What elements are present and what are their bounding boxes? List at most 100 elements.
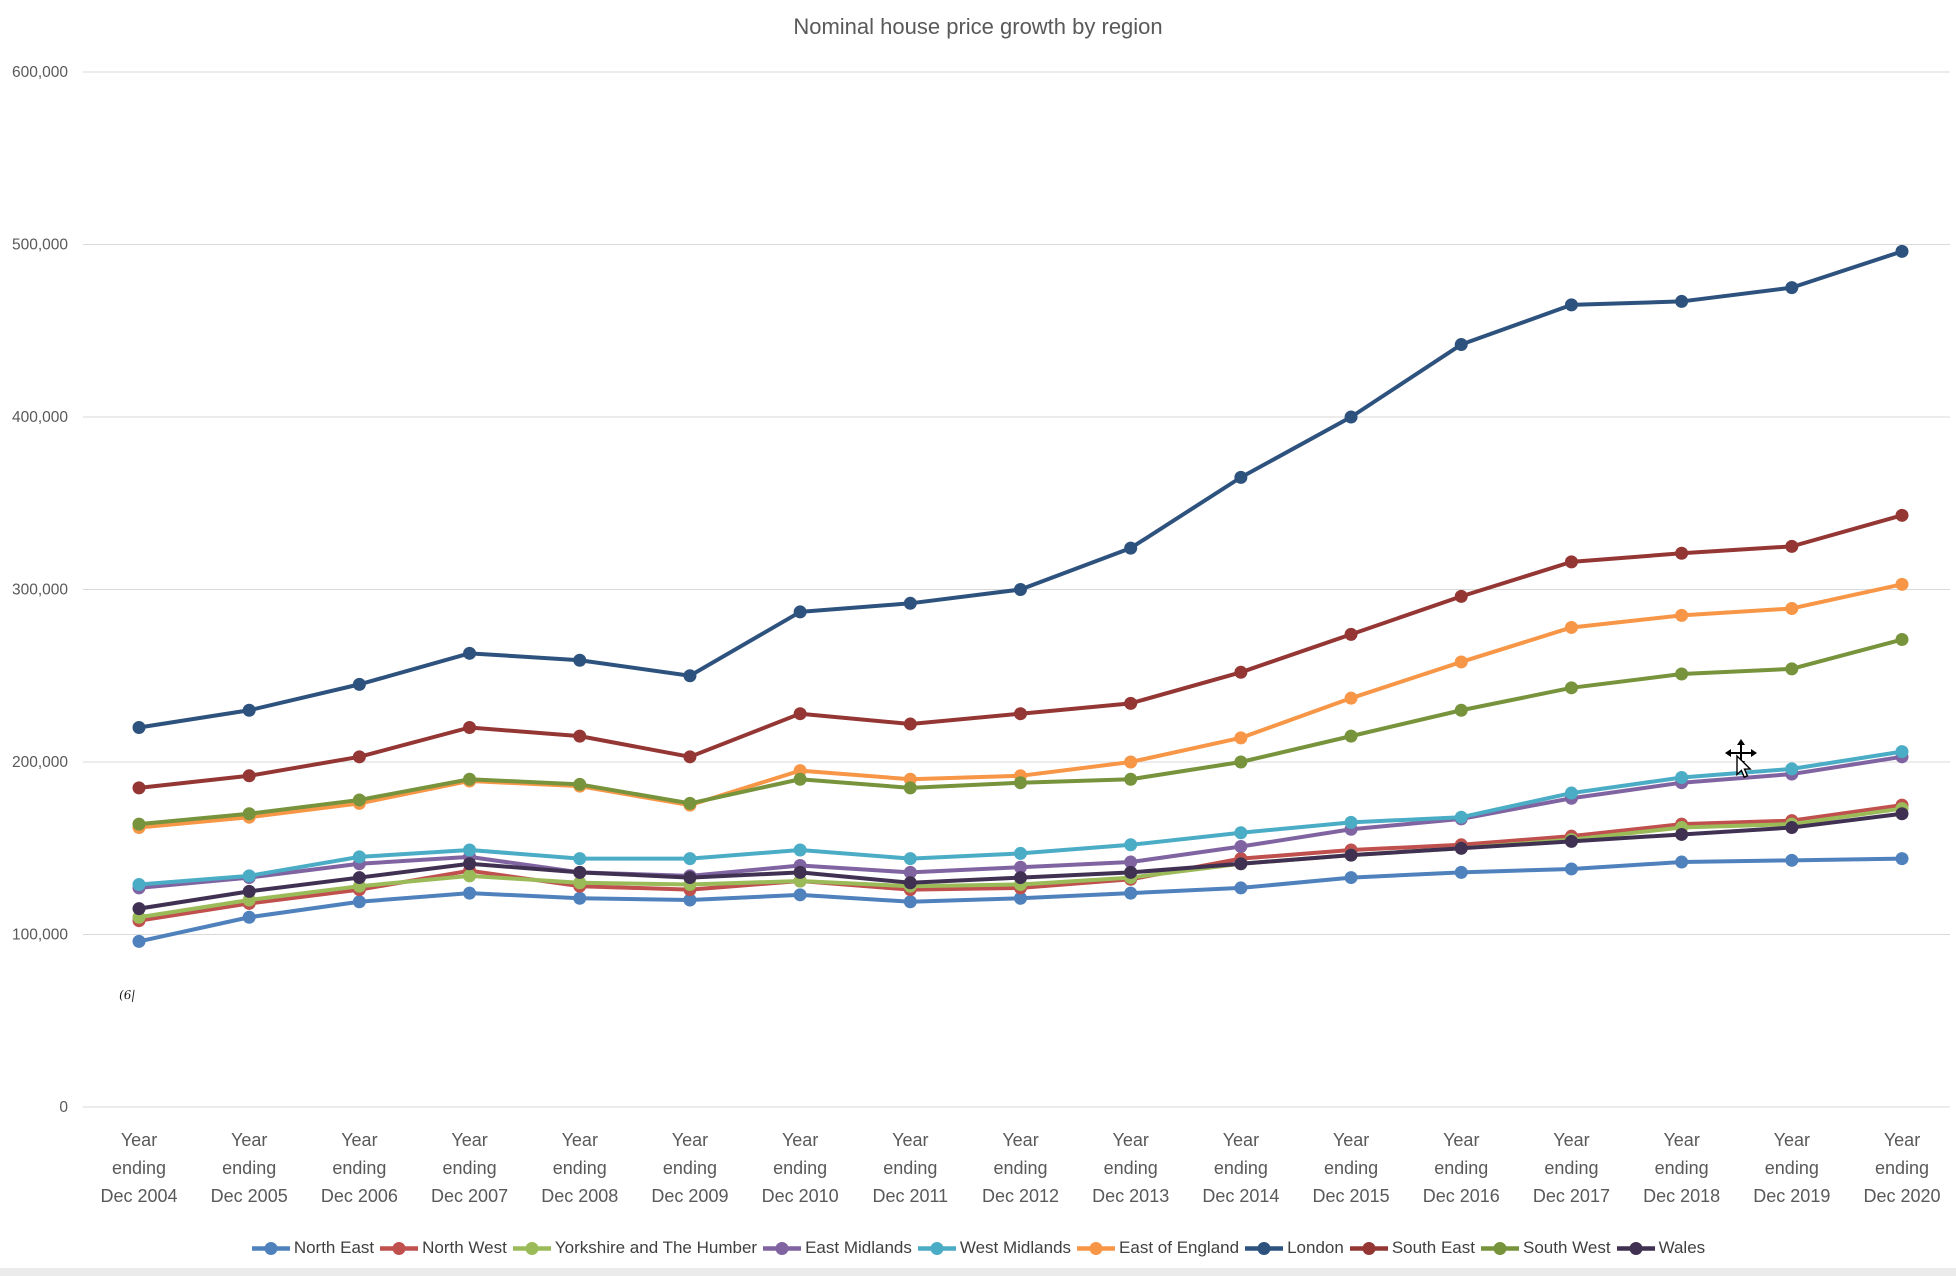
data-point — [1234, 470, 1248, 484]
data-point — [1895, 633, 1909, 647]
legend-item-wales[interactable]: Wales — [1616, 1238, 1706, 1258]
data-point — [242, 884, 256, 898]
x-tick-label: Year ending Dec 2018 — [1643, 1130, 1720, 1206]
legend-label: West Midlands — [959, 1238, 1072, 1257]
data-point — [242, 807, 256, 821]
data-point — [1234, 665, 1248, 679]
data-point — [1344, 729, 1358, 743]
data-point — [1344, 815, 1358, 829]
data-point — [352, 677, 366, 691]
series-line — [137, 513, 1904, 790]
window-bottom-strip — [0, 1268, 1956, 1276]
legend-item-north-west[interactable]: North West — [379, 1238, 507, 1258]
mouse-cursor — [1725, 739, 1757, 779]
x-tick-label: Year ending Dec 2005 — [211, 1130, 288, 1206]
series-west-midlands — [132, 745, 1909, 891]
legend-label: East Midlands — [805, 1238, 912, 1257]
data-point — [1564, 298, 1578, 312]
data-point — [463, 721, 477, 734]
screen-artifact-text: (6| — [118, 988, 137, 1002]
data-point — [132, 721, 146, 734]
legend-item-west-midlands[interactable]: West Midlands — [917, 1238, 1071, 1258]
data-point — [683, 750, 697, 764]
data-point — [683, 669, 697, 683]
data-point — [352, 871, 366, 885]
data-point — [903, 852, 917, 866]
chart-legend: North East North West Yorkshire and The Hu… — [0, 1238, 1956, 1258]
legend-marker-icon — [1245, 1241, 1284, 1255]
data-point — [1895, 807, 1909, 821]
data-point — [573, 653, 587, 667]
data-point — [463, 843, 477, 857]
y-tick-label: 600,000 — [12, 64, 68, 81]
data-point — [573, 891, 587, 905]
data-point — [1675, 771, 1689, 785]
legend-item-south-east[interactable]: South East — [1349, 1238, 1475, 1258]
y-tick-label: 400,000 — [12, 409, 68, 426]
legend-marker-icon — [1077, 1241, 1116, 1255]
data-point — [1124, 696, 1138, 710]
legend-item-north-east[interactable]: North East — [251, 1238, 374, 1258]
data-point — [1895, 745, 1909, 759]
x-tick-label: Year ending Dec 2020 — [1863, 1130, 1940, 1206]
data-point — [1124, 772, 1138, 786]
legend-label: Wales — [1658, 1238, 1706, 1257]
data-point — [683, 871, 697, 885]
data-point — [903, 781, 917, 795]
data-point — [1124, 855, 1138, 869]
data-point — [573, 729, 587, 743]
legend-marker-icon — [380, 1241, 419, 1255]
data-point — [352, 793, 366, 807]
data-point — [1564, 620, 1578, 634]
data-point — [1895, 508, 1909, 522]
data-point — [1014, 846, 1027, 860]
data-point — [132, 877, 146, 891]
data-point — [1895, 852, 1909, 866]
legend-item-east-midlands[interactable]: East Midlands — [762, 1238, 912, 1258]
series-london — [132, 244, 1909, 734]
series-south-east — [132, 508, 1909, 795]
data-point — [1344, 691, 1358, 705]
data-point — [1124, 755, 1138, 769]
x-tick-label: Year ending Dec 2017 — [1533, 1130, 1610, 1206]
legend-label: North West — [422, 1238, 507, 1257]
data-point — [1785, 821, 1799, 835]
data-point — [793, 772, 807, 786]
x-tick-label: Year ending Dec 2016 — [1423, 1130, 1500, 1206]
arrow-cursor-icon — [1736, 754, 1752, 779]
data-point — [1454, 589, 1468, 603]
data-point — [463, 857, 477, 871]
x-tick-label: Year ending Dec 2013 — [1092, 1130, 1169, 1206]
legend-label: East of England — [1119, 1238, 1240, 1257]
data-point — [903, 596, 917, 610]
data-point — [1124, 886, 1138, 900]
data-point — [1785, 762, 1799, 776]
data-point — [352, 895, 366, 909]
legend-label: Yorkshire and The Humber — [554, 1238, 758, 1257]
data-point — [1124, 865, 1138, 879]
data-point — [242, 769, 256, 783]
data-point — [132, 817, 146, 831]
legend-item-south-west[interactable]: South West — [1480, 1238, 1611, 1258]
data-point — [683, 796, 697, 810]
legend-item-london[interactable]: London — [1244, 1238, 1344, 1258]
series-line — [137, 249, 1904, 730]
data-point — [903, 865, 917, 879]
legend-item-yorkshire-and-the-humber[interactable]: Yorkshire and The Humber — [512, 1238, 757, 1258]
data-point — [242, 703, 256, 717]
legend-item-east-of-england[interactable]: East of England — [1076, 1238, 1239, 1258]
data-point — [1234, 840, 1248, 854]
legend-label: North East — [293, 1238, 375, 1257]
data-point — [903, 876, 917, 890]
data-point — [573, 865, 587, 879]
x-tick-label: Year ending Dec 2007 — [431, 1130, 508, 1206]
data-point — [1014, 776, 1027, 790]
data-point — [1014, 871, 1027, 885]
legend-marker-icon — [1616, 1241, 1655, 1255]
data-point — [793, 605, 807, 619]
data-point — [1014, 583, 1027, 596]
legend-marker-icon — [1349, 1241, 1388, 1255]
data-point — [1564, 681, 1578, 695]
data-point — [1785, 662, 1799, 676]
